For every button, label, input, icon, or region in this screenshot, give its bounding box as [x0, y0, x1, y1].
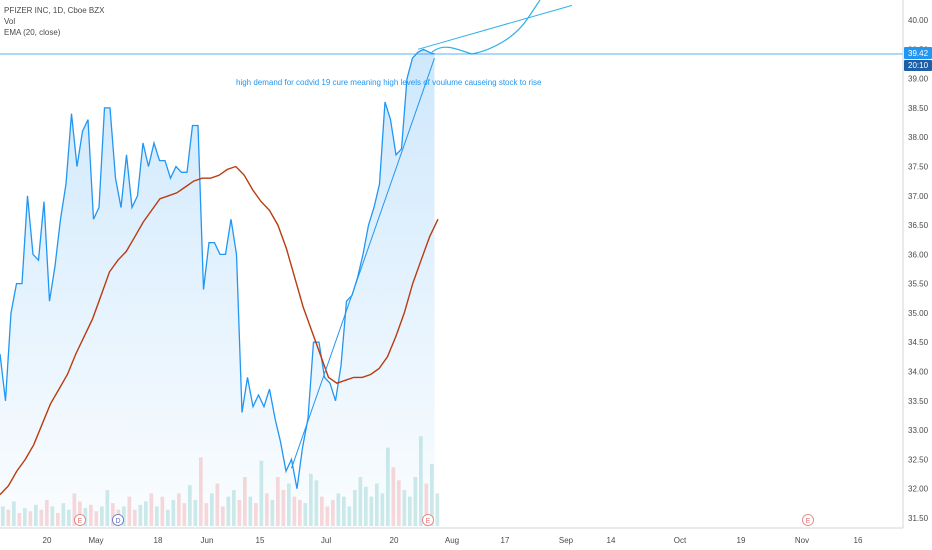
line-layer [0, 0, 903, 496]
y-tick-label: 36.50 [908, 221, 929, 230]
event-marker-label: E [426, 518, 431, 525]
last-price-badge [904, 46, 932, 59]
trendline [291, 57, 435, 469]
trend-curve [431, 0, 541, 55]
legend-ema[interactable]: EMA (20, close) [4, 28, 61, 37]
x-tick-label: Sep [559, 536, 574, 545]
x-tick-label: May [88, 536, 103, 545]
x-tick-label: Aug [445, 536, 459, 545]
legend-volume[interactable]: Vol [4, 17, 16, 26]
chart-annotation[interactable]: high demand for codvid 19 cure meaning h… [236, 78, 542, 87]
y-tick-label: 37.00 [908, 192, 929, 201]
y-tick-label: 31.50 [908, 514, 929, 523]
event-marker [74, 514, 86, 526]
x-tick-label: Nov [795, 536, 809, 545]
y-tick-label: 33.50 [908, 397, 929, 406]
y-tick-label: 37.50 [908, 162, 929, 171]
x-tick-label: 15 [256, 536, 265, 545]
event-marker [802, 514, 814, 526]
y-tick-label: 32.00 [908, 485, 929, 494]
y-tick-label: 38.00 [908, 133, 929, 142]
area-layer [0, 49, 435, 529]
countdown-label: 20:10 [908, 61, 929, 70]
y-tick-label: 40.00 [908, 16, 929, 25]
price-area [0, 49, 435, 529]
countdown-badge [904, 59, 932, 71]
y-tick-label: 38.50 [908, 104, 929, 113]
x-tick-label: 14 [607, 536, 616, 545]
x-tick-label: Jun [201, 536, 214, 545]
event-marker-label: D [115, 518, 120, 525]
x-tick-label: 17 [501, 536, 510, 545]
event-marker-label: E [806, 518, 811, 525]
x-tick-label: 20 [43, 536, 52, 545]
price-line [0, 48, 435, 489]
x-tick-label: Oct [674, 536, 687, 545]
x-tick-label: 16 [854, 536, 863, 545]
y-tick-label: 35.50 [908, 280, 929, 289]
y-tick-label: 34.50 [908, 338, 929, 347]
y-tick-label: 39.00 [908, 75, 929, 84]
ema-line [0, 165, 439, 496]
x-tick-label: Jul [321, 536, 331, 545]
y-tick-label: 34.00 [908, 368, 929, 377]
y-tick-label: 33.00 [908, 426, 929, 435]
event-marker [422, 514, 434, 526]
chart-legend: PFIZER INC, 1D, Cboe BZX Vol EMA (20, cl… [4, 5, 104, 38]
event-marker [112, 514, 124, 526]
last-price-label: 39.42 [908, 49, 929, 58]
legend-symbol[interactable]: PFIZER INC, 1D, Cboe BZX [4, 6, 105, 15]
y-tick-label: 35.00 [908, 309, 929, 318]
y-tick-label: 36.00 [908, 250, 929, 259]
x-tick-label: 20 [390, 536, 399, 545]
trendline [417, 4, 573, 50]
volume-bar [435, 493, 440, 526]
y-tick-label: 32.50 [908, 455, 929, 464]
x-tick-label: 18 [154, 536, 163, 545]
event-marker-label: E [78, 518, 83, 525]
x-tick-label: 19 [737, 536, 746, 545]
